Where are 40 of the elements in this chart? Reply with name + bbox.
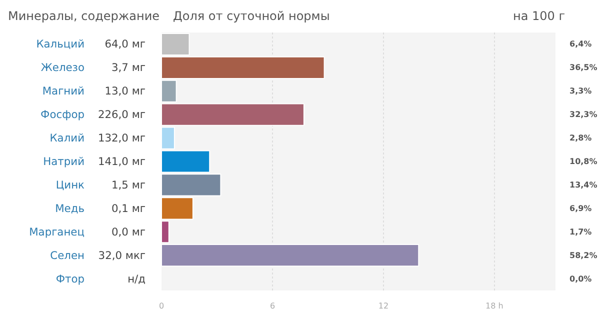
text: 10,8%: [570, 157, 598, 166]
text: 0,0%: [570, 274, 592, 284]
x-tick-label: 18 h: [486, 302, 504, 310]
text: 13,0 мг: [104, 84, 146, 98]
y-tick-label: Селен: [50, 248, 85, 262]
text: 36,5%: [570, 63, 598, 72]
y-tick-label: Медь: [55, 202, 85, 215]
text: 0,1 мг: [112, 202, 146, 215]
text: 3,3%: [570, 86, 592, 96]
text: 32,0 мкг: [98, 248, 146, 262]
text: 3,7 мг: [112, 61, 146, 74]
text: 0,0 мг: [112, 225, 146, 238]
y-tick-label: Фтор: [56, 272, 85, 286]
text: 1,7%: [570, 227, 592, 236]
text: н/д: [128, 272, 146, 286]
y-tick-label: Магний: [42, 84, 85, 98]
text: 141,0 мг: [98, 155, 146, 168]
y-tick-label: Марганец: [29, 225, 85, 238]
text: Минералы, содержание: [8, 8, 160, 25]
text: 6,4%: [570, 40, 592, 49]
y-tick-label: Железо: [40, 61, 85, 74]
chart-title: Доля от суточной нормы: [173, 8, 330, 25]
y-tick-label: Фосфор: [40, 108, 85, 122]
text: 32,3%: [570, 110, 598, 120]
text: 6,9%: [570, 204, 592, 213]
y-tick-label: Кальций: [36, 38, 85, 51]
x-tick-label: 6: [270, 302, 276, 310]
y-tick-label: Цинк: [56, 178, 86, 192]
x-tick-label: 0: [158, 302, 164, 310]
text: 58,2%: [570, 250, 598, 260]
text: 2,8%: [570, 134, 592, 143]
text: 132,0 мг: [98, 132, 146, 145]
text: на 100 г: [513, 8, 566, 25]
text: 1,5 мг: [112, 178, 146, 192]
x-tick-label: 12: [378, 302, 389, 310]
y-tick-label: Калий: [50, 132, 85, 145]
text: 13,4%: [570, 180, 598, 190]
y-tick-label: Натрий: [43, 155, 85, 168]
text: 64,0 мг: [104, 38, 146, 51]
text: 226,0 мг: [98, 108, 146, 122]
